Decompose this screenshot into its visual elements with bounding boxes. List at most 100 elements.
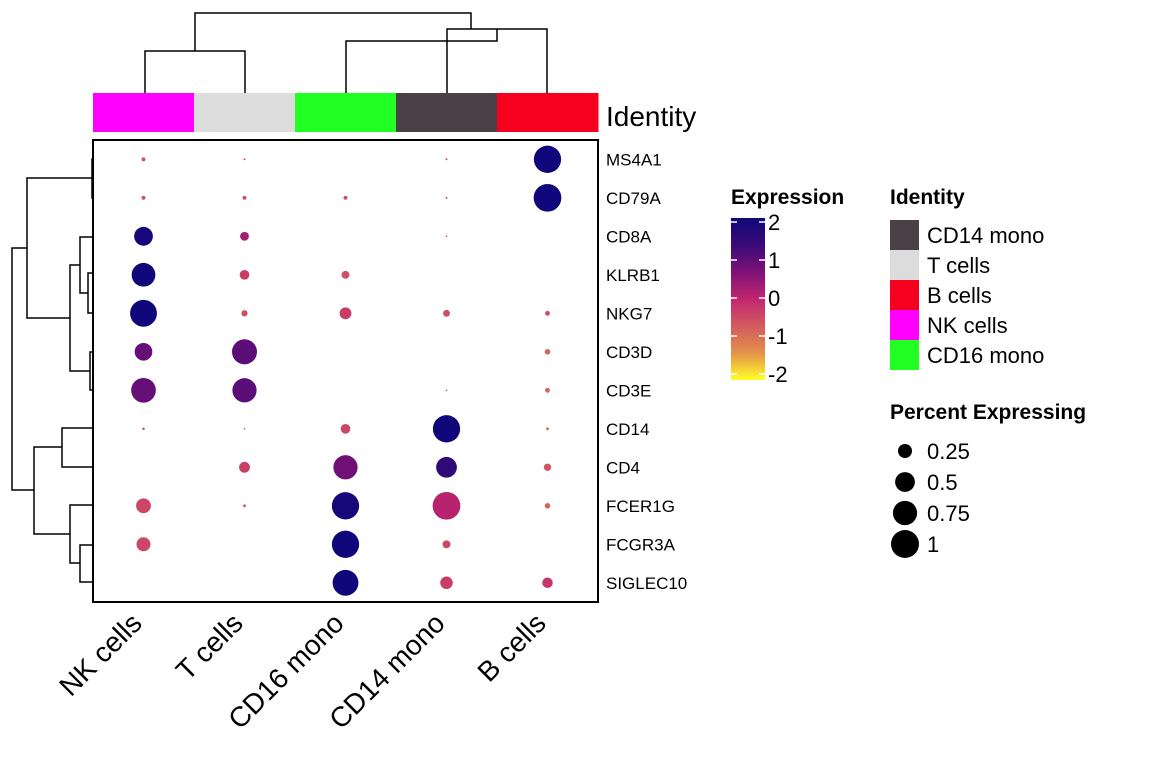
row-dendrogram [11,158,93,583]
percent-expressing-legend: Percent Expressing 0.25 0.5 0.75 1 [890,401,1086,558]
size-legend-label-1: 0.5 [927,470,958,495]
percent-expressing-legend-title: Percent Expressing [890,401,1086,424]
dot-fcer1g-t-cells [243,504,246,508]
dot-ms4a1-b-cells [533,145,562,173]
dot-ms4a1-cd14-mono [445,158,448,161]
dot-cd8a-cd14-mono [445,235,448,238]
annotation-cell-cd16-mono [295,93,397,132]
size-legend-dot-3 [891,530,919,558]
gene-label-ms4a1: MS4A1 [606,150,662,169]
row-dendro-root [11,247,34,491]
identity-swatch-cd16-mono [890,340,919,370]
dot-fcer1g-cd14-mono [432,491,461,520]
gene-label-cd3e: CD3E [606,381,651,400]
dot-ms4a1-t-cells [243,158,246,161]
dot-cd79a-nk-cells [141,195,146,200]
gene-label-cd8a: CD8A [606,227,652,246]
expression-colorbar [731,218,765,380]
column-label-b-cells: B cells [472,607,552,687]
gene-label-fcgr3a: FCGR3A [606,535,676,554]
expression-tick-label-4: -2 [768,362,788,387]
dot-cd79a-b-cells [533,183,562,212]
row-dendro-b-nktcell [26,177,92,319]
identity-legend-label-nk-cells: NK cells [927,313,1008,338]
annotation-cell-b-cells [497,93,599,132]
identity-swatch-cd14-mono [890,220,919,250]
expression-tick-label-1: 1 [768,248,780,273]
dot-cd3d-nk-cells [134,342,153,361]
expression-tick-label-2: 0 [768,286,780,311]
dot-cd14-nk-cells [142,427,145,431]
dot-cd14-b-cells [546,427,549,431]
expression-tick-label-0: 2 [768,210,780,235]
dot-cd3e-b-cells [545,387,550,393]
identity-annotation-title: Identity [606,101,696,132]
gene-label-cd3d: CD3D [606,343,652,362]
identity-swatch-b-cells [890,280,919,310]
dot-cd3e-nk-cells [131,377,156,403]
identity-legend-label-t-cells: T cells [927,253,990,278]
dot-ms4a1-nk-cells [141,157,146,162]
dot-cd3e-t-cells [232,378,257,403]
identity-legend-label-b-cells: B cells [927,283,992,308]
identity-legend: Identity CD14 mono T cells B cells NK cells… [890,186,1044,370]
row-dendro-cd8a-join [79,236,93,294]
dot-siglec10-cd14-mono [440,576,453,590]
identity-annotation-bar [93,93,599,132]
dot-cd3d-t-cells [231,339,258,365]
gene-label-siglec10: SIGLEC10 [606,574,687,593]
size-legend-dot-2 [892,500,918,526]
dot-siglec10-b-cells [542,577,553,589]
identity-legend-label-cd16-mono: CD16 mono [927,343,1044,368]
size-legend-dot-0 [898,444,912,458]
dot-nkg7-cd16-mono [339,307,352,320]
dot-cd4-cd16-mono [333,455,358,480]
dot-layer [130,145,562,596]
dot-nkg7-nk-cells [130,299,157,327]
dot-fcgr3a-nk-cells [136,537,151,552]
annotation-cell-nk-cells [93,93,195,132]
dot-fcer1g-cd16-mono [331,492,360,520]
dot-siglec10-cd16-mono [332,569,359,596]
column-label-nk-cells: NK cells [53,607,148,702]
expression-legend-title: Expression [731,186,844,209]
dot-cd8a-nk-cells [134,226,153,246]
size-legend-dot-1 [895,472,915,492]
dot-cd79a-cd14-mono [445,196,448,199]
gene-label-cd79a: CD79A [606,189,661,208]
plot-panel-border [92,139,599,603]
gene-label-nkg7: NKG7 [606,304,652,323]
row-dendro-fcer1g-join [69,504,93,564]
identity-swatch-nk-cells [890,310,919,340]
gene-label-fcer1g: FCER1G [606,497,675,516]
dot-cd14-cd16-mono [340,423,351,434]
identity-legend-items: CD14 mono T cells B cells NK cells CD16 mono [890,220,1044,370]
dot-cd4-cd14-mono [436,456,457,478]
identity-swatch-t-cells [890,250,919,280]
gene-label-cd4: CD4 [606,458,640,477]
dot-cd4-t-cells [239,461,250,473]
dot-cd3e-cd14-mono [445,389,448,392]
dot-fcgr3a-cd16-mono [331,530,360,558]
expression-tick-label-3: -1 [768,324,788,349]
dot-fcer1g-nk-cells [136,498,151,514]
row-dendro-fcgr3a-siglec10 [79,544,93,583]
column-label-t-cells: T cells [170,607,249,686]
size-legend-label-3: 1 [927,532,939,557]
dot-cd14-t-cells [243,428,246,430]
dot-cd8a-t-cells [240,231,249,241]
identity-legend-label-cd14-mono: CD14 mono [927,223,1044,248]
annotation-cell-t-cells [194,93,296,132]
dot-klrb1-nk-cells [131,262,156,287]
dot-nkg7-b-cells [545,310,550,316]
dot-cd79a-t-cells [242,195,247,200]
size-legend-label-0: 0.25 [927,439,970,464]
row-dendro-mono-group [33,446,70,535]
dot-cd4-b-cells [543,463,552,471]
column-dendrogram [144,12,548,93]
identity-legend-title: Identity [890,186,965,209]
row-dendro-cd14-cd4 [61,427,93,468]
dot-nkg7-t-cells [241,310,248,317]
